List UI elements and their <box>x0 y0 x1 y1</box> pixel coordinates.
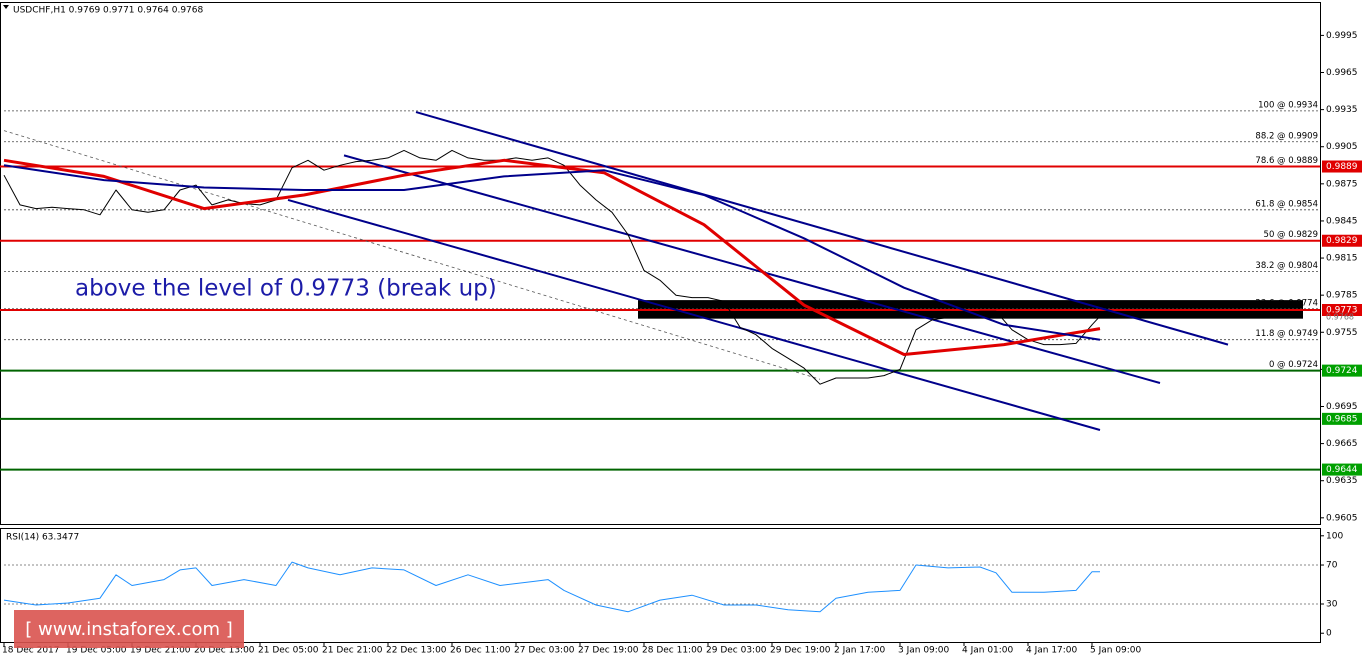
fib-label: 88.2 @ 0.9909 <box>1255 131 1318 141</box>
fib-label: 61.8 @ 0.9854 <box>1255 199 1318 209</box>
level-tag <box>1322 304 1362 317</box>
y-tick-label: 0.9995 <box>1326 31 1358 41</box>
y-tick-label: 0.9845 <box>1326 216 1358 226</box>
x-tick-label: 28 Dec 11:00 <box>642 646 703 656</box>
fib-label: 50 @ 0.9829 <box>1264 230 1318 240</box>
trend-line <box>415 111 1229 346</box>
x-tick-label: 29 Dec 19:00 <box>770 646 831 656</box>
x-tick-label: 27 Dec 03:00 <box>514 646 575 656</box>
fib-label: 78.6 @ 0.9889 <box>1255 156 1318 166</box>
level-tag <box>1322 160 1362 173</box>
series-line <box>3 561 1100 613</box>
watermark-box <box>14 610 244 648</box>
x-tick-label: 18 Dec 2017 <box>2 646 60 656</box>
panel-title: RSI(14) 63.3477 <box>6 533 79 543</box>
level-label: 0.9889 <box>1326 162 1358 172</box>
trend-line <box>3 130 821 380</box>
y-tick-label: 0.9815 <box>1326 254 1358 264</box>
panel-icon <box>3 5 9 9</box>
x-tick-label: 27 Dec 19:00 <box>578 646 639 656</box>
fib-label: 38.2 @ 0.9804 <box>1255 261 1318 271</box>
level-label: 0.9773 <box>1326 306 1358 316</box>
level-label: 0.9644 <box>1326 465 1358 475</box>
y-tick-label: 0.9755 <box>1326 328 1358 338</box>
x-tick-label: 3 Jan 09:00 <box>898 646 950 656</box>
level-tag <box>1322 412 1362 425</box>
watermark: [ www.instaforex.com ] <box>25 619 233 640</box>
y-tick-label: 30 <box>1326 600 1338 610</box>
level-tag <box>1322 463 1362 476</box>
x-tick-label: 21 Dec 05:00 <box>258 646 319 656</box>
level-tag <box>1322 364 1362 377</box>
x-tick-label: 29 Dec 03:00 <box>706 646 767 656</box>
y-tick-label: 0.9785 <box>1326 291 1358 301</box>
x-tick-label: 5 Jan 09:00 <box>1090 646 1142 656</box>
current-price: 0.9768 <box>1326 313 1354 322</box>
level-tag <box>1322 234 1362 247</box>
fib-label: 0 @ 0.9724 <box>1269 360 1318 370</box>
x-tick-label: 4 Jan 17:00 <box>1026 646 1078 656</box>
x-tick-label: 2 Jan 17:00 <box>834 646 886 656</box>
x-tick-label: 21 Dec 21:00 <box>322 646 383 656</box>
y-tick-label: 0 <box>1326 629 1332 639</box>
x-tick-label: 22 Dec 13:00 <box>386 646 447 656</box>
panel-frame <box>0 2 1321 525</box>
y-tick-label: 0.9905 <box>1326 142 1358 152</box>
level-label: 0.9829 <box>1326 236 1358 246</box>
x-tick-label: 26 Dec 11:00 <box>450 646 511 656</box>
series-line <box>3 149 1101 385</box>
panel-frame <box>0 528 1321 643</box>
fib-label: 11.8 @ 0.9749 <box>1255 329 1318 339</box>
y-tick-label: 100 <box>1326 531 1343 541</box>
x-tick-label: 20 Dec 13:00 <box>194 646 255 656</box>
y-tick-label: 0.9665 <box>1326 439 1358 449</box>
series-line <box>3 158 1101 356</box>
trend-line <box>343 154 1161 384</box>
x-tick-label: 19 Dec 05:00 <box>66 646 127 656</box>
y-tick-label: 0.9875 <box>1326 179 1358 189</box>
fib-label: 23.6 @ 0.9774 <box>1255 298 1318 308</box>
series-line <box>3 164 1101 341</box>
y-tick-label: 0.9965 <box>1326 68 1358 78</box>
y-tick-label: 0.9935 <box>1326 105 1358 115</box>
y-tick-label: 70 <box>1326 561 1338 571</box>
fib-label: 100 @ 0.9934 <box>1258 100 1318 110</box>
panel-title: USDCHF,H1 0.9769 0.9771 0.9764 0.9768 <box>13 6 203 16</box>
annotation: above the level of 0.9773 (break up) <box>75 276 497 302</box>
x-tick-label: 4 Jan 01:00 <box>962 646 1014 656</box>
trend-line <box>287 198 1101 431</box>
y-tick-label: 0.9605 <box>1326 513 1358 523</box>
level-label: 0.9724 <box>1326 366 1358 376</box>
x-tick-label: 19 Dec 21:00 <box>130 646 191 656</box>
level-label: 0.9685 <box>1326 414 1358 424</box>
y-tick-label: 0.9695 <box>1326 402 1358 412</box>
y-tick-label: 0.9635 <box>1326 476 1358 486</box>
